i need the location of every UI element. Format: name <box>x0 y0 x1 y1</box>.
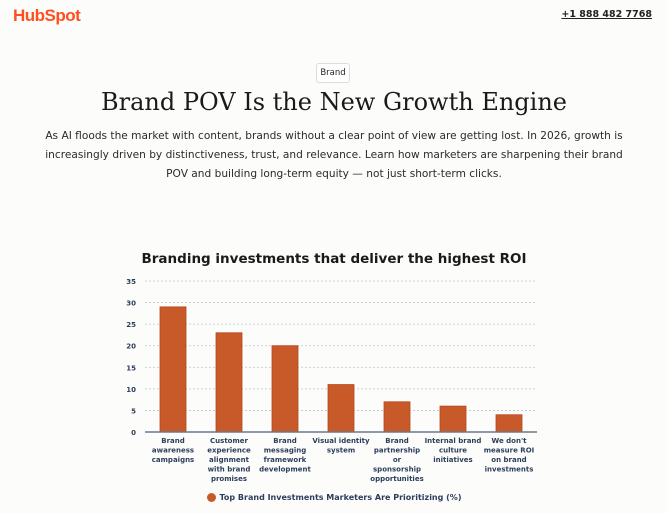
x-tick-label: Brand awareness campaigns <box>152 437 194 464</box>
x-tick-label: Customer experience alignment with brand pro… <box>207 437 251 483</box>
bar-chart: 0 5 10 15 20 25 30 35 Brand awareness campaigns Cus… <box>126 278 537 483</box>
y-tick-label: 15 <box>126 364 136 372</box>
bar <box>159 306 187 433</box>
chart-title: Branding investments that deliver the hi… <box>141 251 527 267</box>
y-tick-label: 5 <box>131 407 136 415</box>
bar <box>439 405 467 433</box>
x-tick-label: Brand partnership or sponsorship opportuniti… <box>370 437 423 483</box>
y-tick-label: 25 <box>126 321 136 329</box>
bar <box>215 332 243 433</box>
x-tick-label: Visual identity system <box>312 437 370 455</box>
x-tick-label: Internal brand culture initiatives <box>425 437 482 464</box>
y-tick-label: 30 <box>126 300 136 308</box>
hubspot-logo[interactable]: HubSpot <box>13 6 81 25</box>
bar <box>383 401 411 433</box>
category-tag[interactable]: Brand <box>316 63 350 83</box>
y-tick-label: 0 <box>131 429 136 437</box>
phone-link[interactable]: +1 888 482 7768 <box>561 9 652 20</box>
bar <box>271 345 299 433</box>
legend-label: Top Brand Investments Marketers Are Prio… <box>219 493 462 502</box>
bar <box>327 384 355 433</box>
x-tick-label: Brand messaging framework development <box>259 437 311 474</box>
page-title: Brand POV Is the New Growth Engine <box>100 88 567 116</box>
y-tick-label: 35 <box>126 278 136 286</box>
legend-swatch <box>206 493 216 502</box>
bar <box>495 414 523 433</box>
y-tick-label: 10 <box>126 386 136 394</box>
chart-legend: Top Brand Investments Marketers Are Prio… <box>0 493 668 502</box>
x-tick-label: We don't measure ROI on brand investments <box>484 437 535 474</box>
page-description: As AI floods the market with content, br… <box>45 130 623 180</box>
y-tick-label: 20 <box>126 343 136 351</box>
